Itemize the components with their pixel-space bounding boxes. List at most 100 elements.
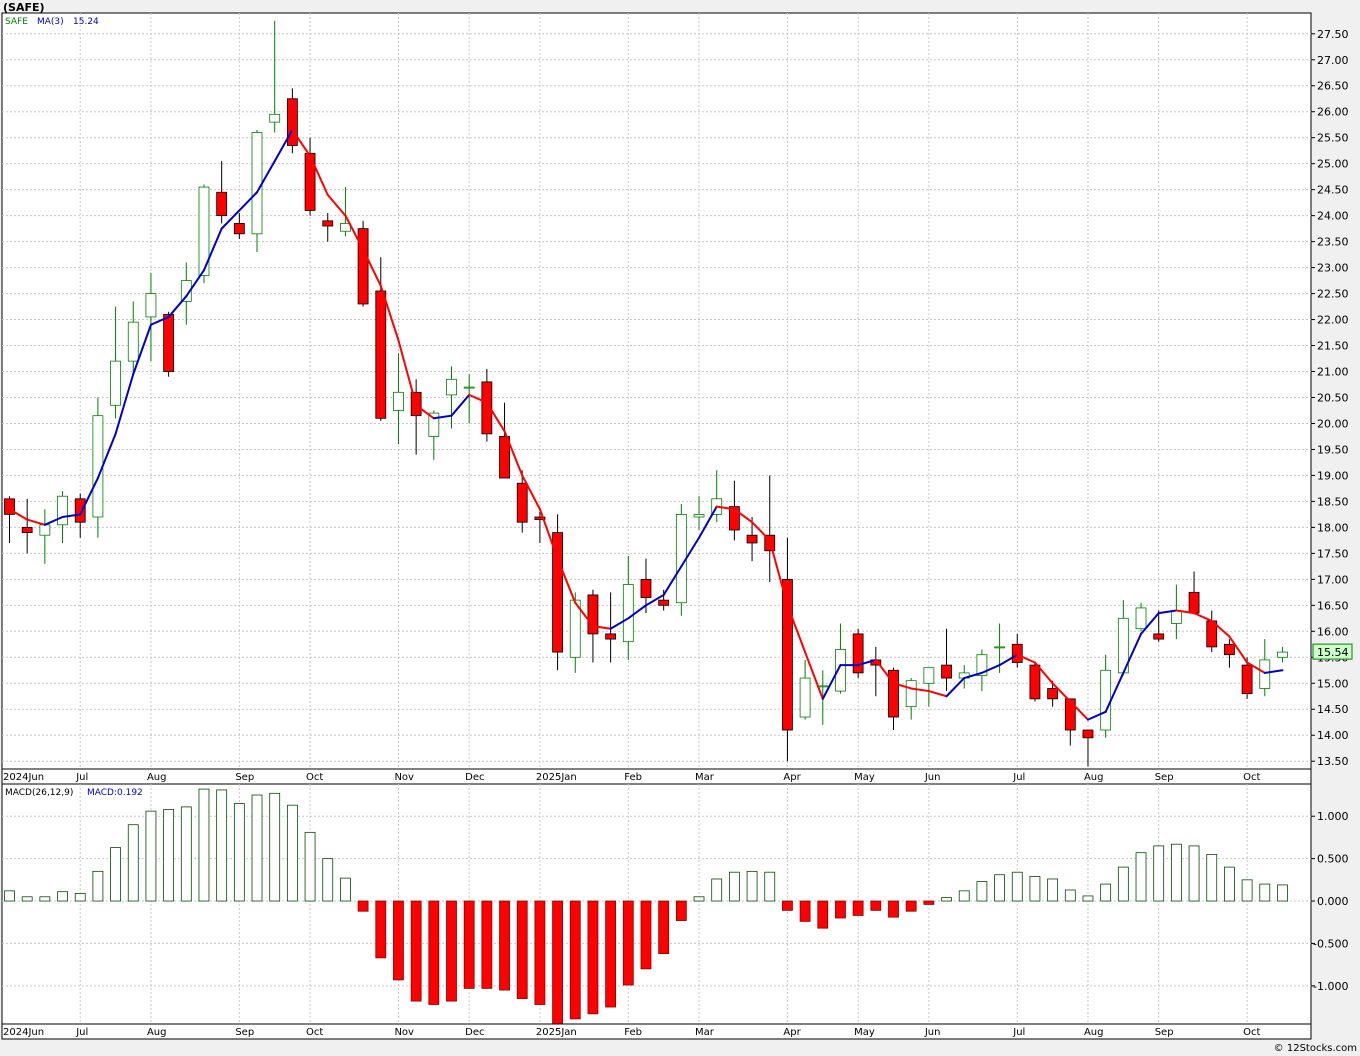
candle — [216, 161, 228, 224]
candle — [198, 184, 210, 284]
macd-tick-label: 0.000 — [1317, 895, 1349, 908]
candle — [534, 511, 546, 543]
macd-bar-positive — [1029, 876, 1041, 902]
month-label: Jun — [924, 772, 941, 783]
ma-segment — [910, 687, 930, 693]
ma-segment — [291, 128, 312, 157]
month-label: Feb — [624, 1027, 642, 1038]
macd-bar-positive — [1100, 883, 1112, 902]
price-tick-label: 26.00 — [1317, 106, 1349, 119]
macd-tick-label: 1.000 — [1317, 810, 1349, 823]
ma-segment — [1104, 671, 1125, 713]
ma-segment — [503, 430, 524, 477]
candle — [1047, 680, 1059, 707]
macd-bar-negative — [905, 900, 917, 912]
macd-bar-positive — [994, 874, 1005, 902]
month-label: Jul — [75, 1027, 88, 1038]
month-label: Aug — [147, 772, 167, 783]
macd-bar-positive — [39, 896, 51, 902]
price-month-axis — [1, 768, 1312, 785]
macd-bar-positive — [340, 877, 351, 902]
month-label: May — [854, 1027, 875, 1038]
macd-bar-negative — [446, 900, 457, 1002]
candle-body-down — [21, 526, 33, 533]
candle — [286, 88, 298, 154]
ma-segment — [927, 690, 948, 698]
macd-bar-positive — [1082, 895, 1094, 902]
ma-segment — [857, 658, 877, 667]
ma-segment — [733, 508, 754, 524]
candle-body-down — [1082, 729, 1094, 739]
ma-value: 15.24 — [73, 17, 99, 27]
month-label: 2025Jan — [536, 1027, 577, 1038]
price-tick-label: 23.50 — [1317, 236, 1349, 249]
candle-body-down — [728, 506, 740, 531]
macd-bar-negative — [569, 900, 581, 1020]
macd-bar-positive — [163, 809, 175, 902]
macd-bar-negative — [410, 900, 422, 1002]
month-label: Jun — [924, 1027, 941, 1038]
macd-bar-positive — [145, 810, 157, 902]
ma-segment — [344, 214, 365, 251]
macd-bar-positive — [286, 804, 298, 902]
candle — [976, 649, 988, 692]
ma-segment — [326, 193, 347, 217]
last-price-label: 15.54 — [1317, 646, 1349, 659]
candle — [357, 220, 369, 307]
candle — [446, 366, 457, 429]
candle-body-up — [976, 654, 988, 676]
price-tick-label: 18.50 — [1317, 495, 1349, 508]
price-tick-label: 17.00 — [1317, 573, 1349, 586]
candle — [888, 667, 899, 731]
month-label: Jul — [1012, 772, 1025, 783]
candle-body-down — [286, 98, 298, 146]
candle-body-up — [340, 223, 351, 232]
symbol-label: SAFE — [5, 17, 28, 27]
price-tick-label: 21.50 — [1317, 340, 1349, 353]
month-label: Apr — [783, 1027, 801, 1038]
ma-segment — [1122, 632, 1143, 674]
ma-segment — [43, 516, 64, 526]
macd-bar-positive — [1135, 852, 1147, 902]
macd-bar-positive — [958, 890, 970, 902]
month-label: Jul — [75, 772, 88, 783]
ma-segment — [114, 373, 135, 435]
candle-body-down — [481, 381, 493, 435]
ma-segment — [256, 160, 276, 194]
macd-bar-positive — [1277, 884, 1288, 902]
ma-segment — [1033, 661, 1054, 685]
candle-body-up — [39, 524, 51, 536]
moving-average-line — [8, 128, 1284, 721]
macd-bar-positive — [941, 897, 952, 902]
macd-bar-positive — [728, 871, 740, 902]
month-label: 2024Jun — [3, 772, 44, 783]
macd-tick-label: -1.000 — [1313, 980, 1348, 993]
candle — [127, 301, 139, 375]
last-price-marker: 15.54 — [1312, 643, 1353, 660]
macd-bar-positive — [1259, 883, 1271, 902]
month-label: Sep — [235, 1027, 254, 1038]
month-label: Nov — [394, 1027, 414, 1038]
ma-segment — [591, 625, 612, 630]
candle-body-down — [605, 633, 617, 640]
candle-body-up — [1100, 669, 1112, 731]
candle — [74, 493, 86, 538]
ma-segment — [1140, 612, 1160, 635]
ma-segment — [485, 401, 506, 433]
month-label: May — [854, 772, 875, 783]
ma-segment — [963, 671, 983, 680]
candle — [605, 592, 617, 663]
ma-segment — [26, 518, 46, 526]
month-label: Nov — [394, 772, 414, 783]
ma-segment — [202, 227, 223, 272]
price-tick-label: 17.50 — [1317, 547, 1349, 560]
candle-body-down — [1029, 664, 1041, 700]
candle-body-up — [57, 495, 68, 526]
price-tick-label: 14.00 — [1317, 729, 1349, 742]
price-candles — [4, 20, 1288, 767]
candle — [269, 20, 281, 133]
macd-tick-label: 0.500 — [1317, 853, 1349, 866]
month-label: Feb — [624, 772, 642, 783]
ma-segment — [556, 557, 577, 604]
ma-segment — [1069, 700, 1089, 721]
